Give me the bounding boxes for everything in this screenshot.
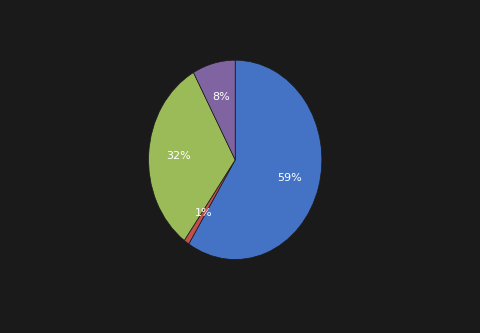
Text: 59%: 59% xyxy=(277,173,301,183)
Wedge shape xyxy=(189,60,322,259)
Text: 8%: 8% xyxy=(212,92,230,102)
Wedge shape xyxy=(193,60,235,160)
Wedge shape xyxy=(149,73,235,240)
Wedge shape xyxy=(184,160,235,244)
Text: 32%: 32% xyxy=(167,151,192,161)
Text: 1%: 1% xyxy=(195,208,212,218)
